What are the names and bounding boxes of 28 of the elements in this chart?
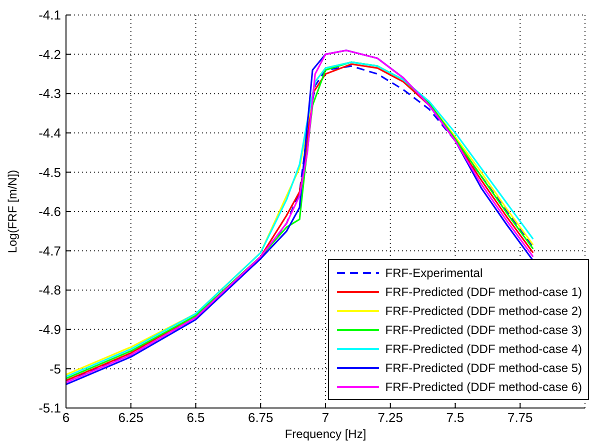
legend-label: FRF-Predicted (DDF method-case 3) xyxy=(385,322,582,336)
y-tick-label: -5.1 xyxy=(38,400,61,416)
legend-label: FRF-Predicted (DDF method-case 4) xyxy=(385,342,582,356)
legend-label: FRF-Predicted (DDF method-case 1) xyxy=(385,284,582,298)
y-tick-label: -4.4 xyxy=(38,126,61,141)
x-axis-title: Frequency [Hz] xyxy=(284,427,366,441)
legend-label: FRF-Predicted (DDF method-case 6) xyxy=(385,380,582,394)
x-tick-label: 7.25 xyxy=(378,410,404,426)
y-tick-label: -4.6 xyxy=(38,204,61,220)
y-tick-label: -4.9 xyxy=(38,322,61,338)
x-tick-label: 6.25 xyxy=(118,410,144,426)
y-tick-label: -4.8 xyxy=(38,282,61,298)
y-tick-label: -4.3 xyxy=(38,86,61,102)
y-tick-label: -4.2 xyxy=(38,46,61,62)
y-axis-title: Log(FRF [m/N]) xyxy=(5,170,20,254)
x-tick-label: 7.75 xyxy=(507,410,533,426)
y-tick-label: -4.1 xyxy=(38,8,61,23)
y-tick-label: -4.5 xyxy=(38,164,61,180)
x-tick-label: 6.5 xyxy=(186,410,205,426)
x-tick-label: 7.5 xyxy=(446,410,464,426)
x-tick-label: 7 xyxy=(322,410,330,426)
legend-label: FRF-Predicted (DDF method-case 2) xyxy=(385,304,582,318)
x-tick-label: 6.75 xyxy=(248,410,274,426)
y-tick-label: -5 xyxy=(49,361,61,376)
legend-label: FRF-Experimental xyxy=(385,266,483,280)
legend-label: FRF-Predicted (DDF method-case 5) xyxy=(385,360,582,374)
y-tick-label: -4.7 xyxy=(38,243,61,258)
x-tick-label: 6 xyxy=(62,410,70,426)
